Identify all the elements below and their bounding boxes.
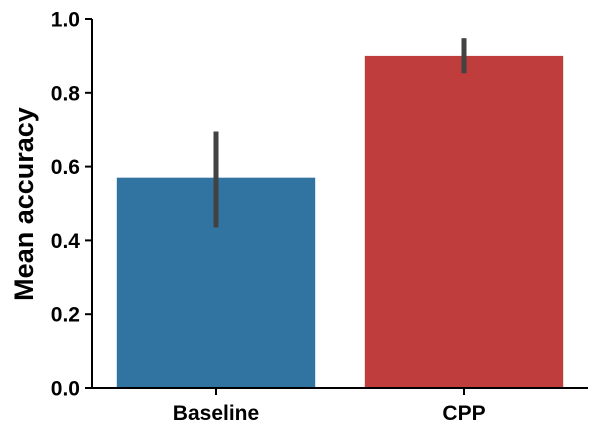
y-tick-label: 0.4 — [51, 230, 81, 253]
x-tick-label: Baseline — [173, 402, 259, 425]
y-axis-label: Mean accuracy — [9, 107, 39, 301]
y-tick-label: 1.0 — [51, 9, 80, 32]
y-tick-label: 0.8 — [51, 82, 81, 105]
bar-cpp — [364, 55, 564, 389]
x-tick-label: CPP — [442, 402, 485, 425]
y-tick-label: 0.0 — [51, 378, 80, 401]
y-tick-label: 0.6 — [51, 156, 80, 179]
y-tick-label: 0.2 — [51, 304, 80, 327]
